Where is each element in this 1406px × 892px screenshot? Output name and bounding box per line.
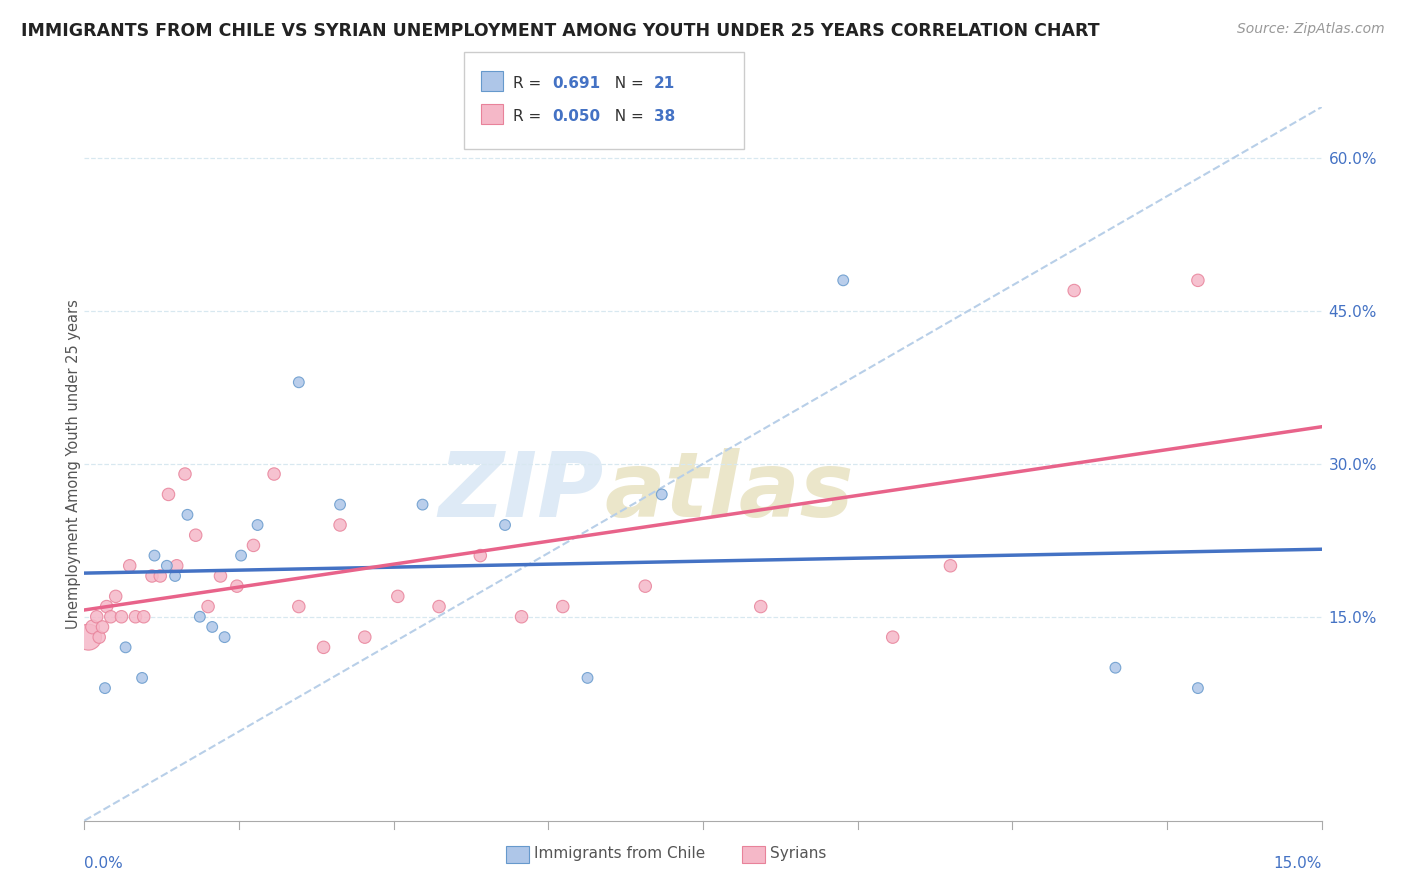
- Point: [412, 498, 434, 512]
- Y-axis label: Unemployment Among Youth under 25 years: Unemployment Among Youth under 25 years: [66, 299, 80, 629]
- Point: [427, 599, 450, 614]
- Point: [494, 518, 516, 533]
- Point: [288, 599, 311, 614]
- Point: [197, 599, 219, 614]
- Point: [226, 579, 249, 593]
- Point: [1187, 273, 1209, 287]
- Point: [124, 609, 146, 624]
- Point: [353, 630, 375, 644]
- Point: [263, 467, 285, 481]
- Point: [470, 549, 492, 563]
- Point: [510, 609, 533, 624]
- Text: 0.0%: 0.0%: [84, 856, 124, 871]
- Point: [165, 569, 187, 583]
- Text: IMMIGRANTS FROM CHILE VS SYRIAN UNEMPLOYMENT AMONG YOUTH UNDER 25 YEARS CORRELAT: IMMIGRANTS FROM CHILE VS SYRIAN UNEMPLOY…: [21, 22, 1099, 40]
- Point: [156, 558, 179, 573]
- Point: [176, 508, 198, 522]
- Point: [82, 620, 104, 634]
- Text: 0.691: 0.691: [553, 76, 600, 91]
- Point: [174, 467, 197, 481]
- Point: [832, 273, 855, 287]
- Text: 0.050: 0.050: [553, 109, 600, 124]
- Point: [118, 558, 141, 573]
- Point: [100, 609, 122, 624]
- Point: [149, 569, 172, 583]
- Point: [77, 630, 100, 644]
- Point: [312, 640, 335, 655]
- Text: atlas: atlas: [605, 449, 853, 536]
- Point: [634, 579, 657, 593]
- Point: [882, 630, 904, 644]
- Point: [329, 518, 352, 533]
- Text: Immigrants from Chile: Immigrants from Chile: [534, 846, 706, 861]
- Point: [96, 599, 118, 614]
- Text: Syrians: Syrians: [770, 846, 827, 861]
- Text: 21: 21: [654, 76, 675, 91]
- Point: [132, 609, 155, 624]
- Point: [246, 518, 269, 533]
- Point: [86, 609, 108, 624]
- Point: [94, 681, 117, 695]
- Point: [166, 558, 188, 573]
- Point: [188, 609, 211, 624]
- Point: [131, 671, 153, 685]
- Point: [576, 671, 599, 685]
- Text: 15.0%: 15.0%: [1274, 856, 1322, 871]
- Point: [749, 599, 772, 614]
- Point: [651, 487, 673, 501]
- Point: [1104, 661, 1126, 675]
- Point: [329, 498, 352, 512]
- Point: [157, 487, 180, 501]
- Text: ZIP: ZIP: [439, 449, 605, 536]
- Point: [214, 630, 236, 644]
- Text: R =: R =: [513, 76, 547, 91]
- Point: [1187, 681, 1209, 695]
- Point: [242, 538, 264, 552]
- Point: [551, 599, 574, 614]
- Point: [288, 376, 311, 390]
- Point: [229, 549, 252, 563]
- Point: [939, 558, 962, 573]
- Point: [91, 620, 114, 634]
- Point: [209, 569, 232, 583]
- Point: [89, 630, 111, 644]
- Text: R =: R =: [513, 109, 547, 124]
- Point: [143, 549, 166, 563]
- Point: [114, 640, 136, 655]
- Text: N =: N =: [605, 76, 648, 91]
- Point: [104, 590, 127, 604]
- Point: [201, 620, 224, 634]
- Text: N =: N =: [605, 109, 648, 124]
- Point: [184, 528, 207, 542]
- Text: 38: 38: [654, 109, 675, 124]
- Point: [110, 609, 132, 624]
- Point: [387, 590, 409, 604]
- Point: [1063, 284, 1085, 298]
- Text: Source: ZipAtlas.com: Source: ZipAtlas.com: [1237, 22, 1385, 37]
- Point: [141, 569, 163, 583]
